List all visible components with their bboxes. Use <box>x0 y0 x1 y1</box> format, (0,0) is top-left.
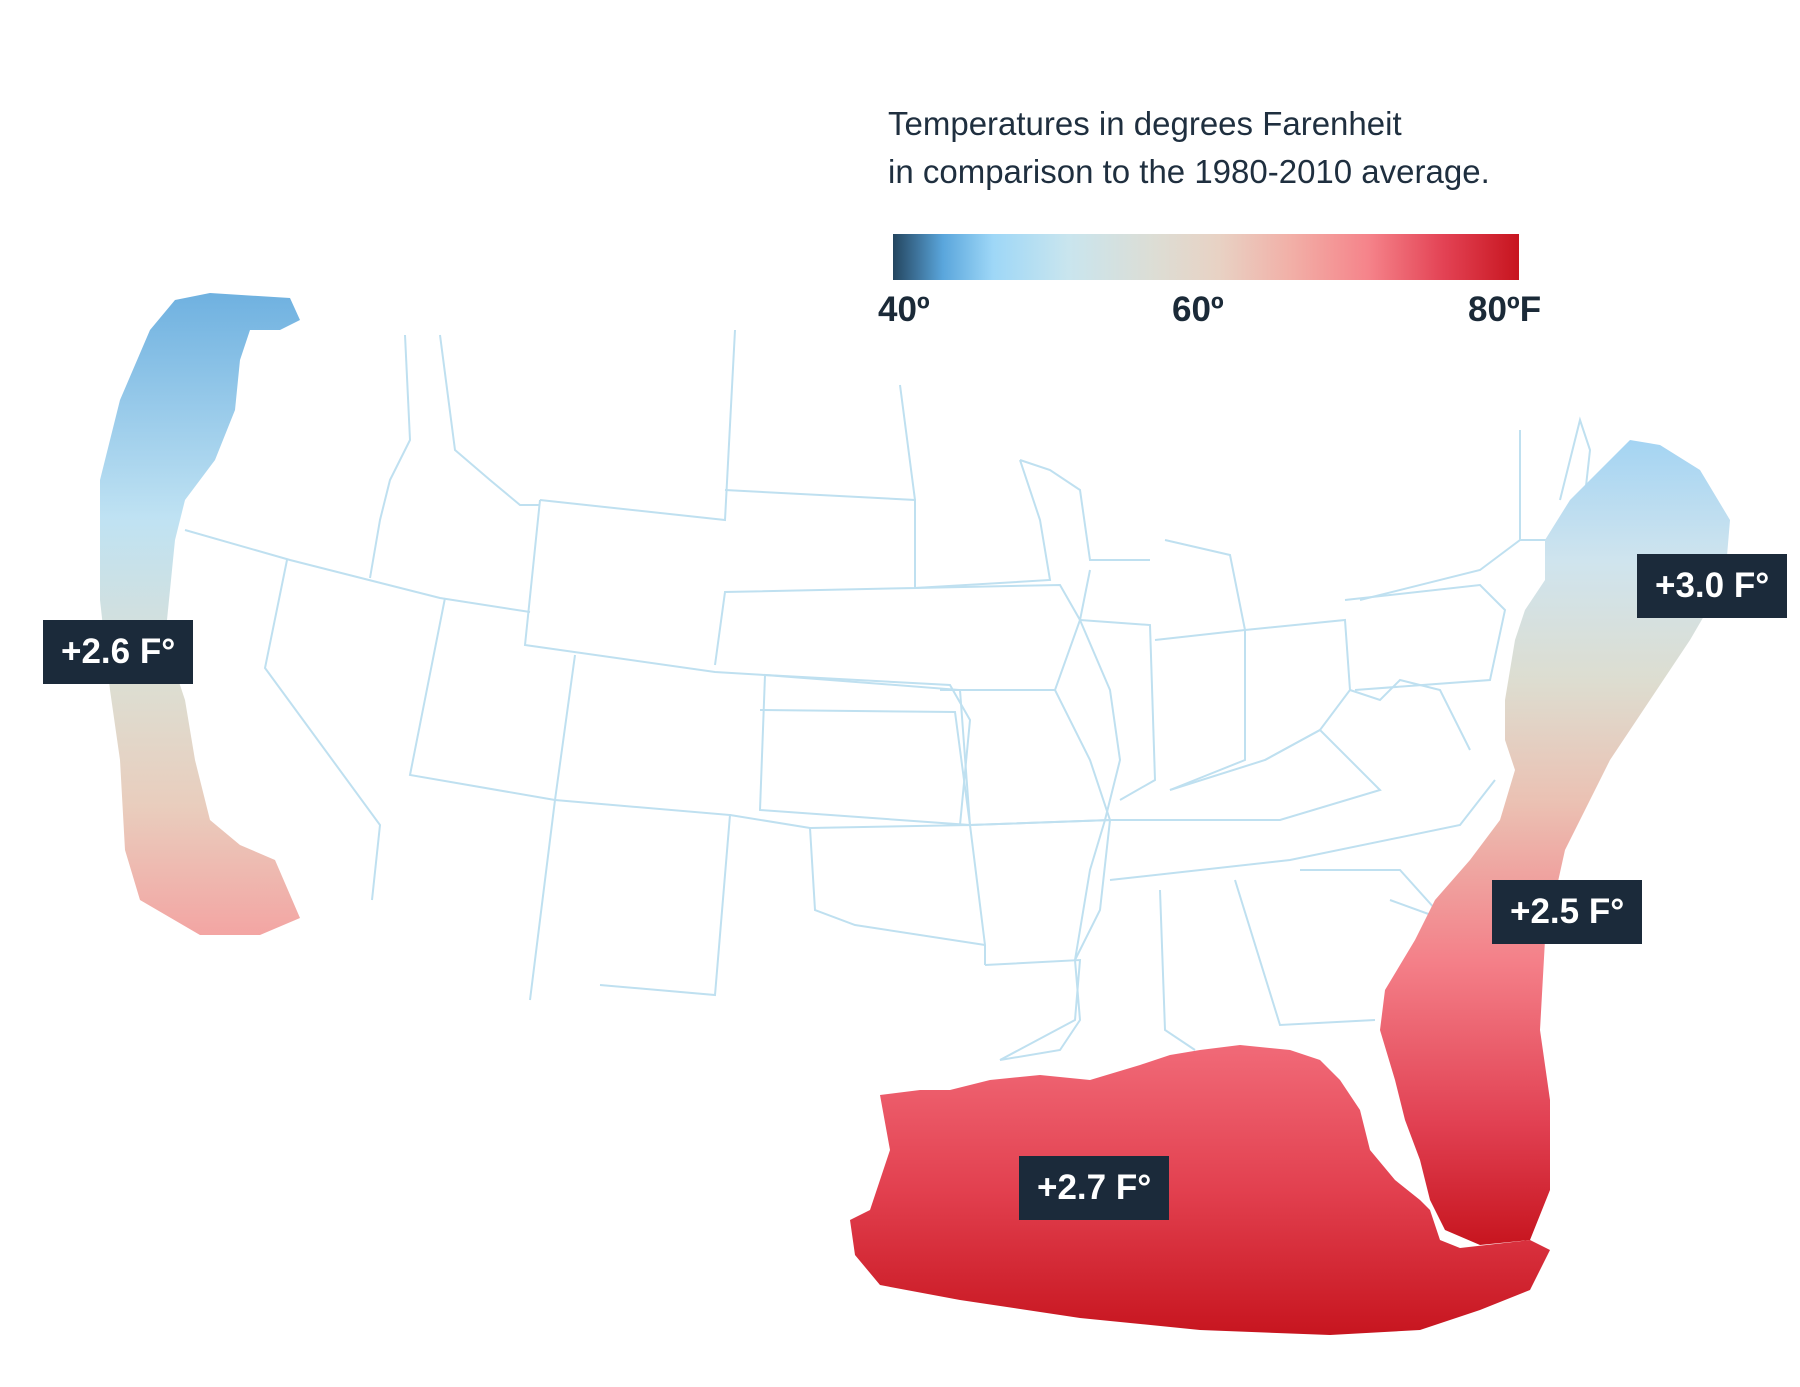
alabama-border <box>1159 889 1196 1051</box>
new-mexico-border <box>729 814 986 946</box>
kansas-border <box>759 709 971 826</box>
ohio-border <box>1244 618 1352 761</box>
montana-north-border <box>539 329 736 522</box>
minnesota-border <box>899 384 1052 590</box>
georgia-border <box>1234 879 1376 1027</box>
illinois-border <box>1079 619 1157 801</box>
arkansas-border <box>969 818 1112 961</box>
texas-border <box>984 958 1082 1061</box>
indiana-border <box>1154 628 1246 791</box>
tennessee-border <box>1109 779 1496 881</box>
pennsylvania-border <box>1344 583 1507 691</box>
state-borders <box>184 329 1592 1061</box>
carolinas-border <box>1300 869 1446 921</box>
legend-title-line2: in comparison to the 1980-2010 average. <box>888 153 1490 190</box>
oklahoma-border <box>809 823 986 965</box>
tick-40: 40º <box>878 290 930 329</box>
kentucky-border <box>1110 728 1382 821</box>
iowa-border <box>914 583 1082 691</box>
wisconsin-border <box>1019 459 1150 561</box>
nevada-border <box>408 597 556 801</box>
michigan-border <box>1164 539 1246 631</box>
louisiana-border <box>999 959 1082 1061</box>
west-coast-badge: +2.6 F° <box>43 620 194 684</box>
east-coast-region <box>1380 440 1730 1245</box>
tick-80: 80ºF <box>1468 290 1542 329</box>
gulf-badge: +2.7 F° <box>1019 1156 1170 1220</box>
nebraska-border <box>764 674 972 826</box>
new-york-border <box>1359 430 1521 601</box>
colorado-border <box>758 673 972 827</box>
montana-wyoming-border <box>523 499 766 676</box>
idaho-montana-border <box>439 334 540 506</box>
tick-60: 60º <box>1172 290 1224 329</box>
utah-border <box>529 654 576 1001</box>
oregon-california-border <box>263 559 382 901</box>
northeast-coast-badge: +3.0 F° <box>1637 554 1788 618</box>
washington-idaho-border <box>369 334 412 579</box>
temperature-colorbar <box>893 234 1519 280</box>
gulf-region <box>850 1045 1550 1335</box>
virginia-border <box>1349 678 1471 751</box>
washington-oregon-border <box>184 529 531 613</box>
west-coast-region <box>100 293 300 935</box>
southeast-coast-badge: +2.5 F° <box>1492 880 1643 944</box>
dakotas-border <box>714 489 916 666</box>
mississippi-river <box>1074 569 1122 961</box>
legend-title: Temperatures in degrees Farenheit in com… <box>888 100 1648 196</box>
arizona-border <box>554 799 732 997</box>
legend-title-line1: Temperatures in degrees Farenheit <box>888 105 1402 142</box>
